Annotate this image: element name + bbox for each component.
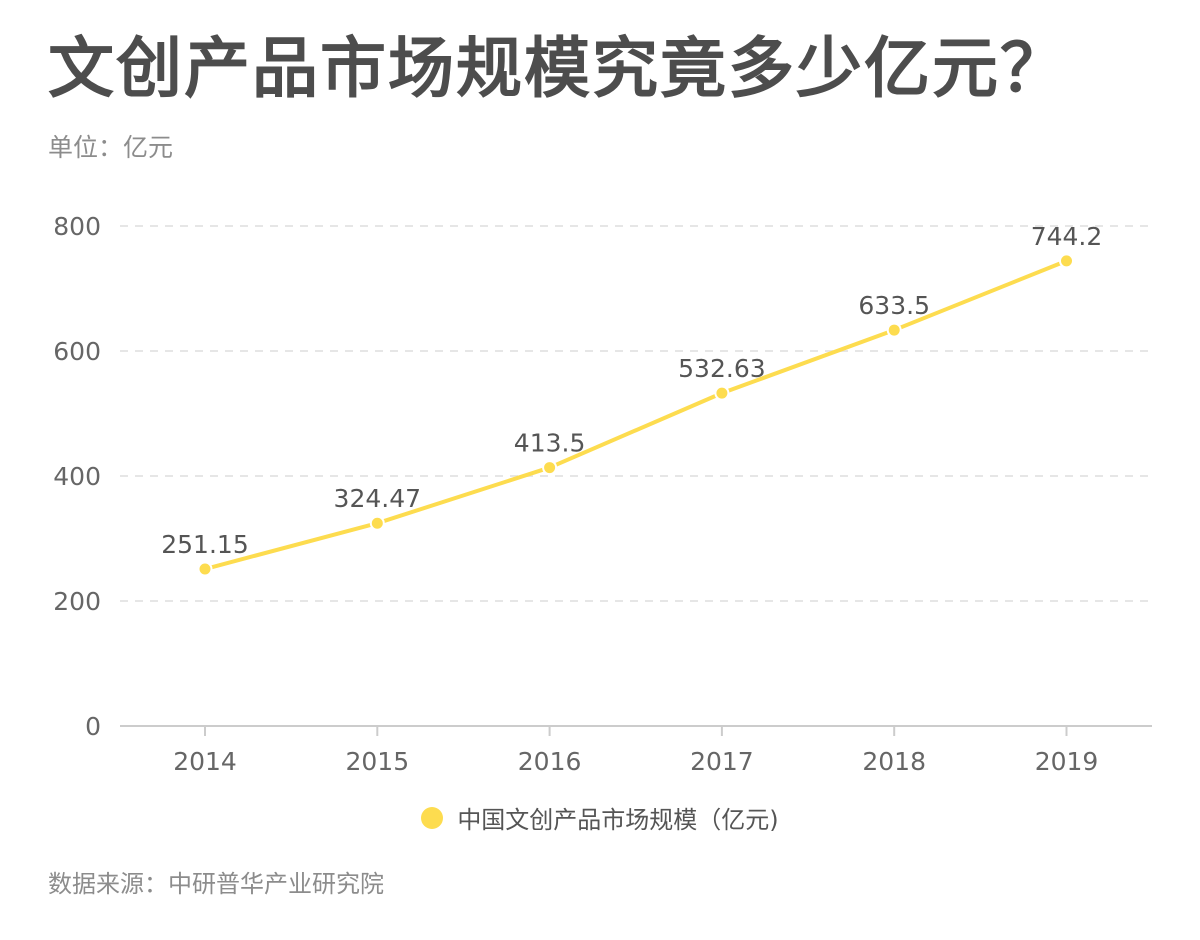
- y-tick-label: 0: [85, 712, 101, 741]
- x-tick-label: 2018: [862, 747, 926, 776]
- data-point: [886, 322, 902, 338]
- x-tick-label: 2016: [518, 747, 582, 776]
- data-labels: 251.15 324.47 413.5 532.63 633.5 744.2: [161, 222, 1102, 559]
- series-line-path: [203, 258, 1069, 572]
- data-point: [1059, 253, 1074, 269]
- data-label: 532.63: [678, 354, 765, 383]
- x-axis: 2014 2015 2016 2017 2018 2019: [120, 725, 1152, 776]
- source-note: 数据来源：中研普华产业研究院: [48, 870, 384, 898]
- data-label: 251.15: [161, 530, 248, 559]
- x-tick-label: 2019: [1035, 747, 1099, 776]
- data-label: 744.2: [1031, 222, 1103, 251]
- y-axis-ticks: 0 200 400 600 800: [53, 212, 101, 741]
- data-point: [369, 515, 385, 531]
- legend-swatch: [421, 806, 444, 829]
- legend-label: 中国文创产品市场规模（亿元): [457, 806, 779, 834]
- y-tick-label: 200: [53, 587, 101, 616]
- data-label: 413.5: [514, 429, 586, 458]
- grid-lines: [120, 225, 1152, 602]
- data-point: [197, 561, 213, 577]
- chart-title: 文创产品市场规模究竟多少亿元？: [48, 30, 1068, 107]
- x-tick-label: 2014: [173, 747, 237, 776]
- x-tick-label: 2015: [345, 747, 409, 776]
- y-tick-label: 800: [53, 212, 101, 241]
- y-tick-label: 600: [53, 337, 101, 366]
- data-point: [542, 460, 558, 476]
- legend: 中国文创产品市场规模（亿元): [0, 800, 1200, 835]
- unit-label: 单位：亿元: [48, 133, 174, 162]
- data-point: [714, 385, 730, 401]
- data-label: 324.47: [334, 484, 421, 513]
- series-line: [197, 253, 1074, 577]
- x-tick-label: 2017: [690, 747, 754, 776]
- data-label: 633.5: [858, 291, 930, 320]
- y-tick-label: 400: [53, 462, 101, 491]
